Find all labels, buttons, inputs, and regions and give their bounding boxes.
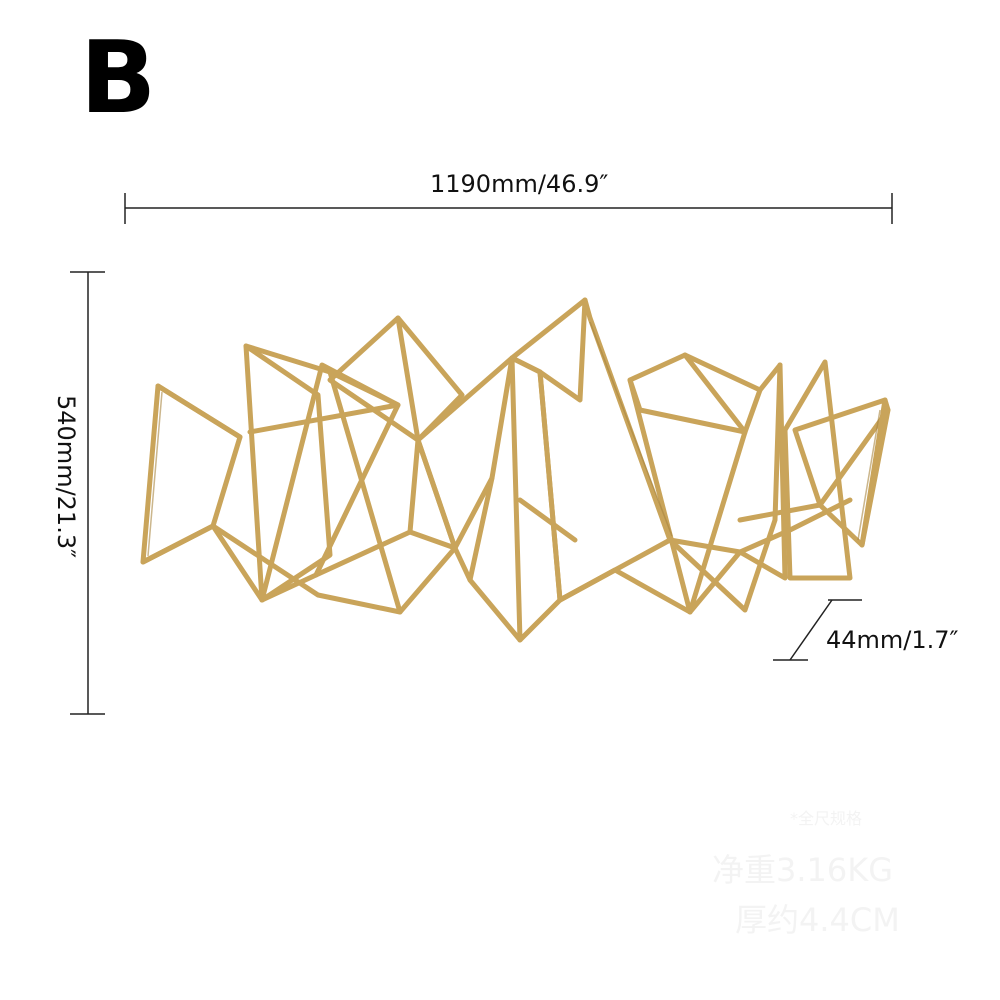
watermark-line-3: 厚约4.4CM <box>735 901 900 939</box>
height-dimension-line <box>70 271 105 715</box>
depth-label: 44mm/1.7″ <box>826 626 959 654</box>
watermark-line-1: *全尺规格 <box>790 809 863 828</box>
watermark-line-2: 净重3.16KG <box>712 851 894 889</box>
width-label: 1190mm/46.9″ <box>430 170 609 198</box>
geometric-wall-art <box>140 297 891 643</box>
width-dimension-line <box>124 193 893 224</box>
height-label: 540mm/21.3″ <box>52 395 80 559</box>
variant-label: B <box>80 19 157 136</box>
depth-dimension-line <box>773 599 862 661</box>
